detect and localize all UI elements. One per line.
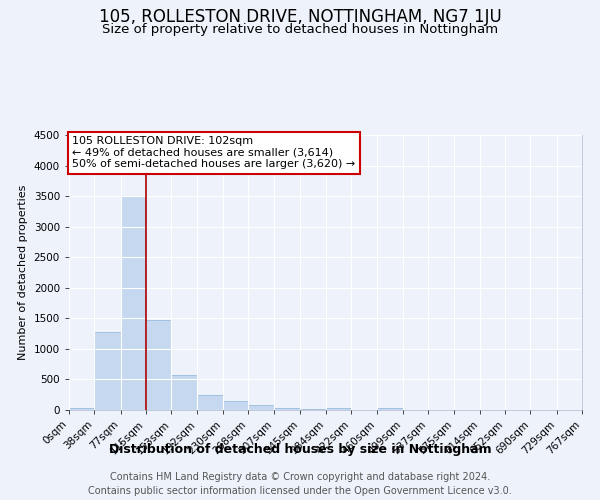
Bar xyxy=(248,405,274,410)
Text: Distribution of detached houses by size in Nottingham: Distribution of detached houses by size … xyxy=(109,442,491,456)
Bar xyxy=(326,408,351,410)
Bar xyxy=(223,402,248,410)
Text: 105, ROLLESTON DRIVE, NOTTINGHAM, NG7 1JU: 105, ROLLESTON DRIVE, NOTTINGHAM, NG7 1J… xyxy=(98,8,502,26)
Bar xyxy=(377,408,403,410)
Bar xyxy=(121,196,146,410)
Y-axis label: Number of detached properties: Number of detached properties xyxy=(18,185,28,360)
Text: Size of property relative to detached houses in Nottingham: Size of property relative to detached ho… xyxy=(102,22,498,36)
Bar xyxy=(197,394,223,410)
Text: Contains public sector information licensed under the Open Government Licence v3: Contains public sector information licen… xyxy=(88,486,512,496)
Text: Contains HM Land Registry data © Crown copyright and database right 2024.: Contains HM Land Registry data © Crown c… xyxy=(110,472,490,482)
Bar xyxy=(69,408,94,410)
Bar xyxy=(146,320,172,410)
Text: 105 ROLLESTON DRIVE: 102sqm
← 49% of detached houses are smaller (3,614)
50% of : 105 ROLLESTON DRIVE: 102sqm ← 49% of det… xyxy=(73,136,356,170)
Bar xyxy=(172,374,197,410)
Bar xyxy=(94,332,121,410)
Bar xyxy=(274,408,300,410)
